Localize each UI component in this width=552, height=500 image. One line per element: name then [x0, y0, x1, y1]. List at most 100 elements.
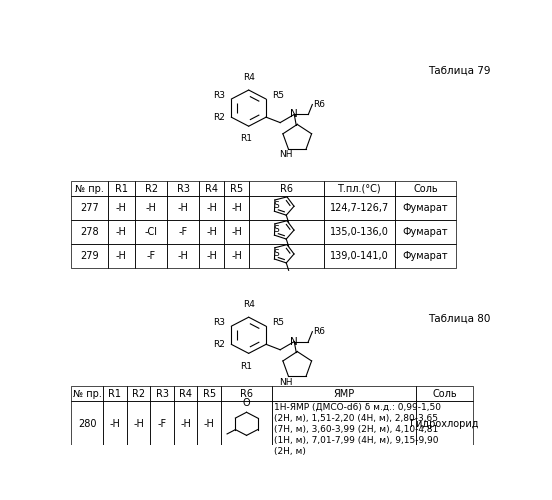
Text: -H: -H: [116, 203, 127, 213]
Text: R1: R1: [240, 134, 252, 143]
Bar: [108, 244, 135, 268]
Text: ЯМР: ЯМР: [333, 389, 354, 399]
Bar: [395, 182, 456, 196]
Bar: [71, 401, 103, 446]
Text: Фумарат: Фумарат: [402, 203, 448, 213]
Bar: [198, 386, 221, 401]
Bar: [249, 244, 324, 268]
Text: R5: R5: [273, 318, 284, 326]
Bar: [71, 182, 108, 196]
Text: Фумарат: Фумарат: [402, 250, 448, 260]
Text: R2: R2: [132, 389, 145, 399]
Bar: [127, 386, 150, 401]
Bar: [135, 196, 167, 220]
Text: -F: -F: [147, 250, 156, 260]
Bar: [224, 244, 249, 268]
Text: NH: NH: [279, 150, 293, 160]
Bar: [416, 401, 473, 446]
Bar: [249, 220, 324, 244]
Text: 277: 277: [80, 203, 99, 213]
Bar: [324, 244, 395, 268]
Bar: [249, 182, 324, 196]
Text: R2: R2: [145, 184, 158, 194]
Bar: [103, 401, 127, 446]
Bar: [221, 386, 272, 401]
Bar: [324, 196, 395, 220]
Text: -H: -H: [116, 226, 127, 236]
Bar: [395, 220, 456, 244]
Text: -H: -H: [178, 203, 189, 213]
Text: R4: R4: [205, 184, 219, 194]
Text: 279: 279: [80, 250, 99, 260]
Text: Соль: Соль: [413, 184, 438, 194]
Bar: [150, 386, 174, 401]
Text: № пр.: № пр.: [75, 184, 104, 194]
Bar: [224, 182, 249, 196]
Text: -H: -H: [231, 250, 242, 260]
Text: 278: 278: [80, 226, 99, 236]
Text: -H: -H: [116, 250, 127, 260]
Text: R6: R6: [314, 100, 325, 109]
Text: Таблица 79: Таблица 79: [428, 66, 490, 76]
Text: R3: R3: [213, 318, 225, 326]
Text: R3: R3: [213, 90, 225, 100]
Text: R6: R6: [240, 389, 253, 399]
Bar: [199, 220, 224, 244]
Text: N: N: [290, 110, 298, 120]
Bar: [272, 386, 416, 401]
Bar: [108, 196, 135, 220]
Bar: [221, 401, 272, 446]
Text: -F: -F: [179, 226, 188, 236]
Bar: [272, 401, 416, 446]
Text: -H: -H: [206, 203, 217, 213]
Text: -H: -H: [133, 419, 144, 429]
Text: R3: R3: [156, 389, 168, 399]
Text: Гидрохлорид: Гидрохлорид: [410, 419, 479, 429]
Bar: [199, 182, 224, 196]
Bar: [108, 220, 135, 244]
Bar: [150, 401, 174, 446]
Text: R6: R6: [280, 184, 293, 194]
Text: R5: R5: [273, 90, 284, 100]
Text: Т.пл.(°C): Т.пл.(°C): [337, 184, 381, 194]
Text: 135,0-136,0: 135,0-136,0: [330, 226, 389, 236]
Bar: [71, 196, 108, 220]
Text: -H: -H: [178, 250, 189, 260]
Bar: [103, 386, 127, 401]
Text: 139,0-141,0: 139,0-141,0: [330, 250, 389, 260]
Text: 1Н-ЯМР (ДМСО-d6) δ м.д.: 0,99-1,50
(2Н, м), 1,51-2,20 (4Н, м), 2,80-3,65
(7Н, м): 1Н-ЯМР (ДМСО-d6) δ м.д.: 0,99-1,50 (2Н, …: [274, 403, 441, 456]
Bar: [324, 182, 395, 196]
Text: -H: -H: [206, 226, 217, 236]
Text: -H: -H: [206, 250, 217, 260]
Text: № пр.: № пр.: [73, 389, 102, 399]
Bar: [199, 196, 224, 220]
Text: Фумарат: Фумарат: [402, 226, 448, 236]
Text: -Cl: -Cl: [145, 226, 158, 236]
Bar: [71, 244, 108, 268]
Text: -F: -F: [157, 419, 167, 429]
Bar: [174, 386, 198, 401]
Text: 280: 280: [78, 419, 97, 429]
Bar: [135, 244, 167, 268]
Text: R3: R3: [177, 184, 190, 194]
Text: Таблица 80: Таблица 80: [428, 314, 490, 324]
Text: 124,7-126,7: 124,7-126,7: [330, 203, 389, 213]
Text: R1: R1: [115, 184, 128, 194]
Bar: [324, 220, 395, 244]
Text: -H: -H: [204, 419, 215, 429]
Bar: [167, 220, 199, 244]
Bar: [199, 244, 224, 268]
Text: R4: R4: [243, 300, 254, 309]
Text: R1: R1: [109, 389, 121, 399]
Bar: [167, 196, 199, 220]
Bar: [71, 220, 108, 244]
Bar: [71, 386, 103, 401]
Bar: [198, 401, 221, 446]
Text: R4: R4: [179, 389, 192, 399]
Text: R2: R2: [213, 112, 225, 122]
Text: -H: -H: [180, 419, 191, 429]
Text: NH: NH: [279, 378, 293, 386]
Text: R5: R5: [203, 389, 216, 399]
Bar: [395, 244, 456, 268]
Text: -H: -H: [231, 226, 242, 236]
